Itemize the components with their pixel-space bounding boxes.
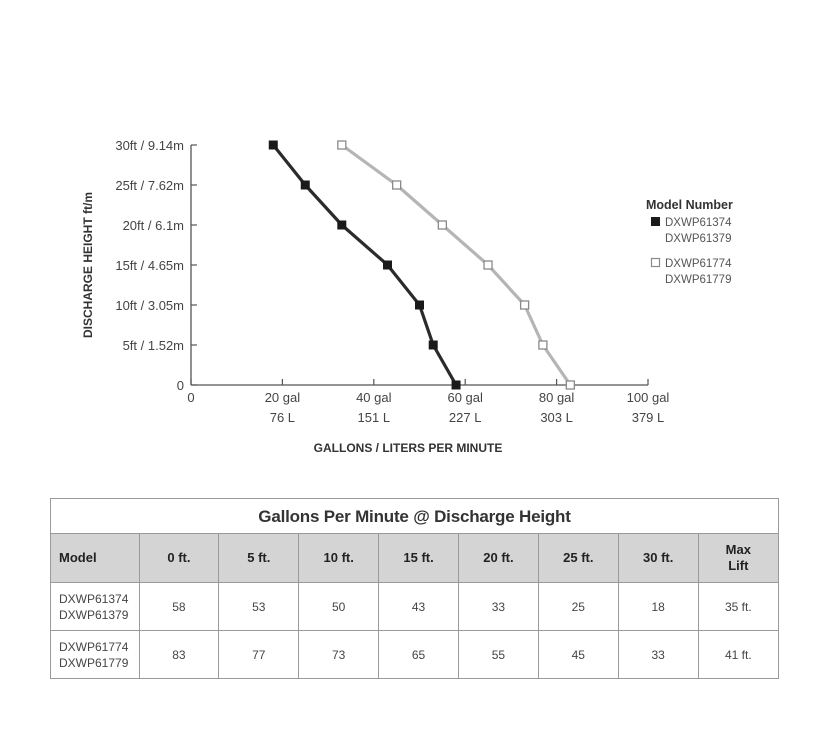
legend: Model Number DXWP61374 DXWP61379 DXWP61774… xyxy=(646,198,733,286)
gpm-table: Model 0 ft. 5 ft. 10 ft. 15 ft. 20 ft. 2… xyxy=(51,534,778,678)
data-point xyxy=(268,140,278,150)
x-tick-label-gal: 60 gal xyxy=(447,390,483,405)
y-tick-label: 0 xyxy=(177,378,184,393)
x-tick-label-gal: 100 gal xyxy=(627,390,670,405)
header-max-label: Max xyxy=(725,542,751,557)
cell-max-lift: 35 ft. xyxy=(698,582,778,631)
model-name: DXWP61374 xyxy=(59,591,129,606)
x-tick-label-gal: 20 gal xyxy=(265,390,301,405)
cell-30ft: 33 xyxy=(618,630,699,678)
data-point xyxy=(415,300,424,310)
cell-15ft: 65 xyxy=(378,630,459,678)
x-tick-label-liters: 151 L xyxy=(358,410,391,425)
data-point xyxy=(337,220,347,230)
y-tick-label: 20ft / 6.1m xyxy=(123,218,184,233)
plot-series xyxy=(268,140,575,390)
data-point xyxy=(391,180,402,190)
table-row: DXWP61374 DXWP61379 58 53 50 43 33 25 18… xyxy=(51,582,778,631)
data-point xyxy=(337,140,347,150)
cell-25ft: 45 xyxy=(538,630,619,678)
legend-title: Model Number xyxy=(646,198,733,212)
series-line xyxy=(272,144,458,386)
gpm-table-container: Gallons Per Minute @ Discharge Height Mo… xyxy=(50,498,779,679)
table-header-row: Model 0 ft. 5 ft. 10 ft. 15 ft. 20 ft. 2… xyxy=(51,534,778,583)
cell-15ft: 43 xyxy=(378,582,459,631)
row-model: DXWP61374 DXWP61379 xyxy=(51,582,140,631)
header-model: Model xyxy=(51,534,140,583)
data-point xyxy=(437,220,448,230)
x-axis-title: GALLONS / LITERS PER MINUTE xyxy=(314,441,503,455)
data-point xyxy=(565,380,575,390)
header-25ft: 25 ft. xyxy=(538,534,619,583)
y-tick-label: 30ft / 9.14m xyxy=(115,138,184,153)
x-tick-label-gal: 0 xyxy=(187,390,194,405)
model-name: DXWP61774 xyxy=(59,639,129,654)
cell-20ft: 33 xyxy=(458,582,539,631)
data-point xyxy=(451,380,461,390)
header-15ft: 15 ft. xyxy=(378,534,459,583)
cell-0ft: 83 xyxy=(139,630,220,678)
header-5ft: 5 ft. xyxy=(218,534,300,583)
cell-10ft: 50 xyxy=(298,582,380,631)
legend-label: DXWP61779 xyxy=(665,274,731,286)
y-tick-label: 5ft / 1.52m xyxy=(123,338,184,353)
cell-25ft: 25 xyxy=(538,582,619,631)
legend-label: DXWP61374 xyxy=(665,217,732,229)
x-tick-label-gal: 80 gal xyxy=(539,390,575,405)
data-point xyxy=(519,300,530,310)
cell-20ft: 55 xyxy=(458,630,539,678)
discharge-chart: 0 5ft / 1.52m 10ft / 3.05m 15ft / 4.65m 20ft… xyxy=(81,138,733,455)
y-axis: 0 5ft / 1.52m 10ft / 3.05m 15ft / 4.65m 20ft… xyxy=(115,138,197,393)
series-line xyxy=(340,143,572,386)
model-name: DXWP61379 xyxy=(59,607,129,622)
series-1 xyxy=(268,140,461,390)
x-tick-label-liters: 379 L xyxy=(632,410,665,425)
data-point xyxy=(383,260,393,270)
x-tick-label-liters: 227 L xyxy=(449,410,482,425)
cell-5ft: 53 xyxy=(218,582,300,631)
y-tick-label: 15ft / 4.65m xyxy=(115,258,184,273)
x-tick-label-gal: 40 gal xyxy=(356,390,392,405)
legend-marker xyxy=(651,217,660,226)
header-max-lift: Max Lift xyxy=(698,534,778,583)
x-axis: 0 20 gal 76 L 40 gal 151 L 60 gal 227 L 80 gal 3… xyxy=(187,379,669,425)
cell-0ft: 58 xyxy=(139,582,220,631)
header-20ft: 20 ft. xyxy=(458,534,539,583)
y-axis-title: DISCHARGE HEIGHT ft/m xyxy=(81,192,95,338)
data-point xyxy=(300,180,310,190)
x-tick-label-liters: 303 L xyxy=(540,410,573,425)
table-row: DXWP61774 DXWP61779 83 77 73 65 55 45 33… xyxy=(51,630,778,678)
data-point xyxy=(538,340,548,350)
header-30ft: 30 ft. xyxy=(618,534,699,583)
legend-label: DXWP61774 xyxy=(665,258,732,270)
cell-5ft: 77 xyxy=(218,630,300,678)
x-tick-label-liters: 76 L xyxy=(270,410,295,425)
header-10ft: 10 ft. xyxy=(298,534,380,583)
legend-marker xyxy=(650,257,661,268)
y-tick-label: 25ft / 7.62m xyxy=(115,178,184,193)
legend-label: DXWP61379 xyxy=(665,233,731,245)
cell-10ft: 73 xyxy=(298,630,380,678)
header-lift-label: Lift xyxy=(728,558,749,573)
series-2 xyxy=(337,140,575,390)
cell-max-lift: 41 ft. xyxy=(724,647,752,662)
data-point xyxy=(428,340,438,350)
model-name: DXWP61779 xyxy=(59,655,129,670)
data-point xyxy=(483,260,493,270)
table-title: Gallons Per Minute @ Discharge Height xyxy=(51,499,778,534)
cell-30ft: 18 xyxy=(618,582,699,631)
row-model: DXWP61774 DXWP61779 xyxy=(51,630,140,678)
header-0ft: 0 ft. xyxy=(139,534,220,583)
y-tick-label: 10ft / 3.05m xyxy=(115,298,184,313)
